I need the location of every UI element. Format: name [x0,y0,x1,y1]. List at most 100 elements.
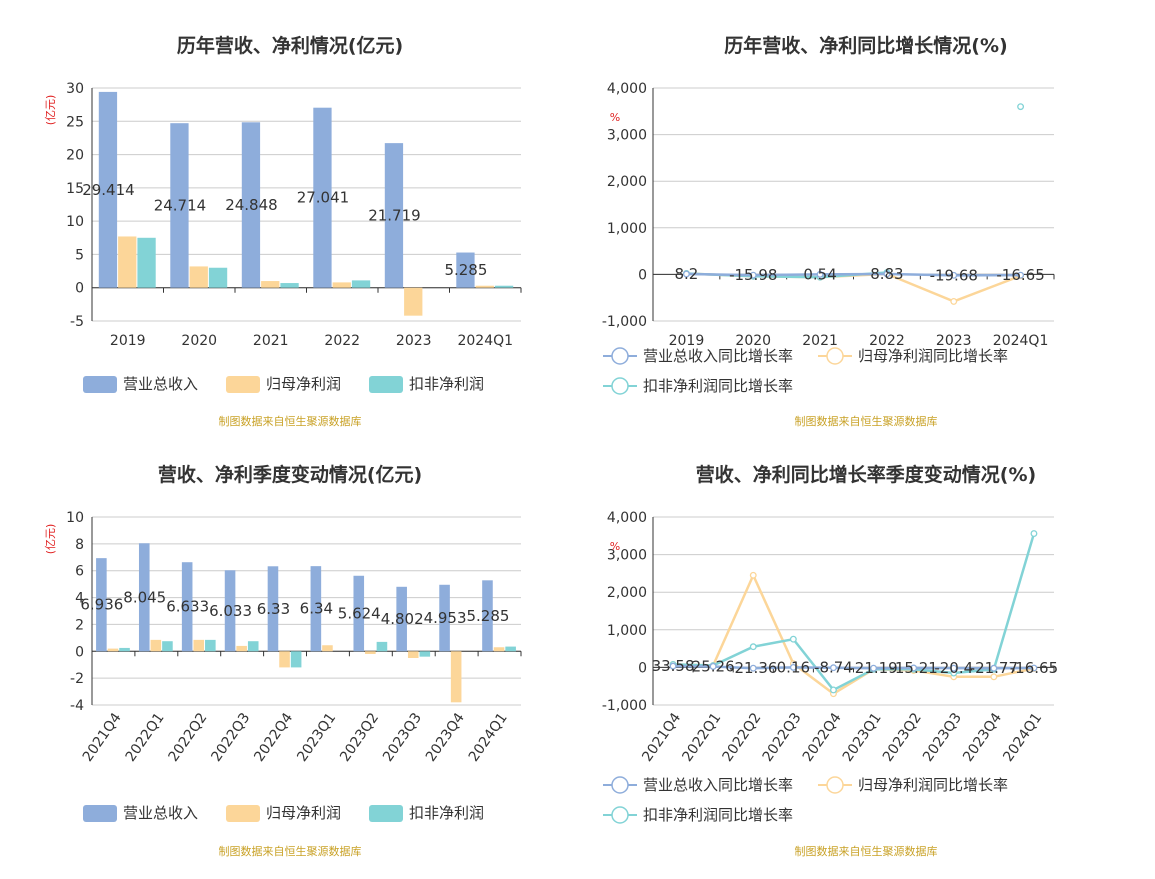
legend-label: 扣非净利润同比增长率 [643,806,793,824]
bar [137,237,156,288]
series-line [673,572,1035,696]
legend-swatch [369,805,403,822]
x-tick-label: 2023Q4 [960,710,1005,765]
x-tick-label: 2024Q1 [1000,710,1045,765]
data-point [749,271,757,279]
x-tick-label: 2023Q1 [294,710,339,765]
y-tick-label: -4 [70,698,84,714]
data-label: 25.26 [692,657,735,675]
x-tick-label: 2024Q1 [466,710,511,765]
bar [396,586,407,652]
data-point [789,663,797,671]
data-label: -21.36 [729,659,777,677]
data-label: 6.033 [209,602,252,620]
y-tick-label: 15 [66,181,84,197]
x-tick-label: 2021 [253,333,289,349]
data-point [749,571,757,579]
bar [118,236,137,288]
bar [96,558,107,652]
data-point [669,662,677,670]
data-label: -16.65 [996,266,1044,284]
data-point [749,643,757,651]
quarterly-growth-panel: 营收、净利同比增长率季度变动情况(%) -1,000 0 1,000 2,000 3,0… [577,440,1155,879]
x-tick-label: 2019 [669,333,705,349]
data-source-note: 制图数据来自恒生聚源数据库 [794,845,938,858]
y-tick-label: 5 [75,247,84,263]
bar [322,645,333,652]
data-point [682,270,690,278]
quarterly-bar-chart: -4 -2 0 2 4 6 8 10 (亿元) 6.936 2021Q4 8.045 2022Q1 6.6… [44,510,522,822]
legend-label: 归母净利润同比增长率 [858,347,1008,365]
legend-label: 归母净利润 [266,804,341,822]
bar [419,651,431,657]
bar [208,267,228,288]
data-label: -21.19 [849,659,897,677]
legend-label: 归母净利润 [266,375,341,393]
x-tick-label: 2021Q4 [639,710,684,765]
annual-bar-panel: 历年营收、净利情况(亿元) -5 0 5 10 15 20 25 30 (亿元) 29.414 20… [0,0,580,440]
data-label: -20.4 [934,659,973,677]
legend-label: 扣非净利润 [409,804,484,822]
data-point [1017,103,1025,111]
x-tick-label: 2022Q4 [251,710,296,765]
data-label: 6.633 [166,598,209,616]
quarterly-bar-panel: 营收、净利季度变动情况(亿元) -4 -2 0 2 4 6 8 10 (亿元) 6.936 2021… [0,440,580,879]
data-point [789,635,797,643]
bar [407,651,419,658]
chart-title: 历年营收、净利同比增长情况(%) [724,35,1008,57]
series-line [686,272,1021,277]
bar [384,143,404,288]
bar [493,647,505,652]
data-label: 0.16 [777,658,810,676]
data-point [883,270,891,278]
data-point [910,664,918,672]
data-point [830,664,837,672]
y-axis-unit: % [610,111,620,124]
x-tick-label: 2024Q1 [993,333,1049,349]
data-point [816,270,824,278]
y-tick-label: 4 [75,591,84,607]
y-tick-label: 0 [75,644,84,660]
x-tick-label: 2023Q4 [423,710,468,765]
bar [279,651,290,668]
x-tick-label: 2021 [802,333,838,349]
y-tick-label: -2 [70,671,84,687]
legend-label: 扣非净利润同比增长率 [643,377,793,395]
legend-marker [611,776,629,794]
data-label: -8.74 [814,659,853,677]
y-tick-label: -1,000 [602,698,647,714]
chart-title: 历年营收、净利情况(亿元) [176,35,404,57]
bar [365,651,376,654]
x-tick-label: 2022Q2 [166,710,211,765]
bar [332,282,351,288]
y-axis-unit: % [610,540,620,553]
data-point [950,271,958,279]
y-tick-label: 2,000 [607,174,647,190]
y-tick-label: 3,000 [607,548,647,564]
legend-marker [611,347,629,365]
data-label: 8.045 [123,588,166,606]
data-point [870,664,877,672]
bar [290,651,302,668]
bar [482,580,493,652]
bar [181,562,193,652]
data-source-note: 制图数据来自恒生聚源数据库 [218,845,362,858]
annual-growth-panel: 历年营收、净利同比增长情况(%) -1,000 0 1,000 2,000 3,000 4… [577,0,1155,440]
bar [224,570,236,652]
x-tick-label: 2023Q3 [380,710,425,765]
data-label: 24.714 [154,196,207,214]
bar [119,647,130,652]
x-tick-label: 2022 [324,333,360,349]
bar [450,651,462,703]
y-tick-label: -1,000 [602,314,647,330]
data-label: 8.2 [674,265,698,283]
x-tick-label: 2022Q3 [208,710,253,765]
x-tick-label: 2022Q3 [760,710,805,765]
x-tick-label: 2022Q1 [679,710,724,765]
quarterly-growth-chart: -1,000 0 1,000 2,000 3,000 4,000% 2021Q42022Q1… [602,510,1058,824]
data-label: 5.285 [466,607,509,625]
y-tick-label: 1,000 [607,623,647,639]
bar [205,639,216,652]
series-line [673,664,1034,670]
x-tick-label: 2023 [396,333,432,349]
